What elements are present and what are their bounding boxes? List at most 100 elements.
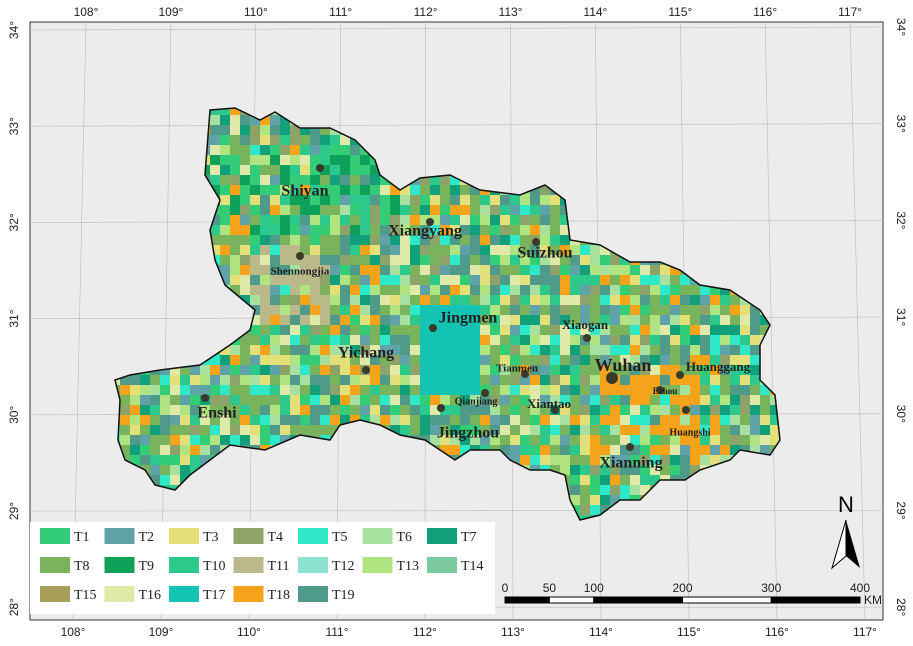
land-cell [310,245,320,255]
land-cell [350,335,360,345]
land-cell [340,255,350,265]
land-cell [430,205,440,215]
land-cell [310,295,320,305]
land-cell [260,145,270,155]
land-cell [270,275,280,285]
land-cell [770,425,780,435]
land-cell [660,375,670,385]
land-cell [380,315,390,325]
land-cell [730,345,740,355]
land-cell [600,475,610,485]
land-cell [490,365,500,375]
land-cell [740,305,750,315]
land-cell [370,335,380,345]
land-cell [530,205,540,215]
land-cell [440,385,450,395]
land-cell [350,255,360,265]
land-cell [670,365,680,375]
land-cell [220,145,230,155]
land-cell [750,395,760,405]
land-cell [510,195,520,205]
land-cell [130,385,140,395]
land-cell [500,365,510,375]
land-cell [440,445,450,455]
land-cell [290,325,300,335]
land-cell [140,425,150,435]
land-cell [710,385,720,395]
land-cell [700,355,710,365]
land-cell [450,285,460,295]
land-cell [390,395,400,405]
land-cell [220,245,230,255]
land-cell [170,465,180,475]
land-cell [560,285,570,295]
land-cell [280,295,290,305]
land-cell [360,235,370,245]
land-cell [450,265,460,275]
land-cell [420,355,430,365]
land-cell [210,425,220,435]
legend-swatch [427,528,457,544]
parallel [29,123,884,127]
land-cell [340,235,350,245]
land-cell [270,255,280,265]
land-cell [180,465,190,475]
land-cell [410,405,420,415]
land-cell [200,385,210,395]
land-cell [290,245,300,255]
land-cell [730,395,740,405]
land-cell [440,365,450,375]
land-cell [490,385,500,395]
land-cell [230,265,240,275]
land-cell [260,355,270,365]
land-cell [480,195,490,205]
land-cell [660,385,670,395]
land-cell [620,485,630,495]
land-cell [490,335,500,345]
land-cell [660,415,670,425]
land-cell [610,395,620,405]
scale-label: 50 [543,581,557,595]
land-cell [350,245,360,255]
land-cell [720,335,730,345]
land-cell [430,405,440,415]
land-cell [550,435,560,445]
lat-label-right: 32° [894,211,908,229]
land-cell [190,405,200,415]
land-cell [680,325,690,335]
land-cell [400,335,410,345]
land-cell [750,315,760,325]
land-cell [510,235,520,245]
land-cell [570,295,580,305]
land-cell [290,135,300,145]
land-cell [460,315,470,325]
land-cell [620,325,630,335]
land-cell [180,435,190,445]
land-cell [540,185,550,195]
land-cell [260,435,270,445]
land-cell [320,225,330,235]
land-cell [520,305,530,315]
land-cell [640,405,650,415]
land-cell [320,235,330,245]
land-cell [120,405,130,415]
land-cell [500,335,510,345]
land-cell [380,305,390,315]
land-cell [330,265,340,275]
land-cell [610,295,620,305]
land-cell [350,345,360,355]
land-cell [120,415,130,425]
land-cell [240,245,250,255]
land-cell [570,445,580,455]
land-cell [300,165,310,175]
land-cell [570,265,580,275]
land-cell [580,515,590,520]
land-cell [450,415,460,425]
land-cell [700,335,710,345]
land-cell [370,245,380,255]
land-cell [610,465,620,475]
land-cell [650,455,660,465]
land-cell [650,445,660,455]
land-cell [560,405,570,415]
land-cell [210,185,220,195]
